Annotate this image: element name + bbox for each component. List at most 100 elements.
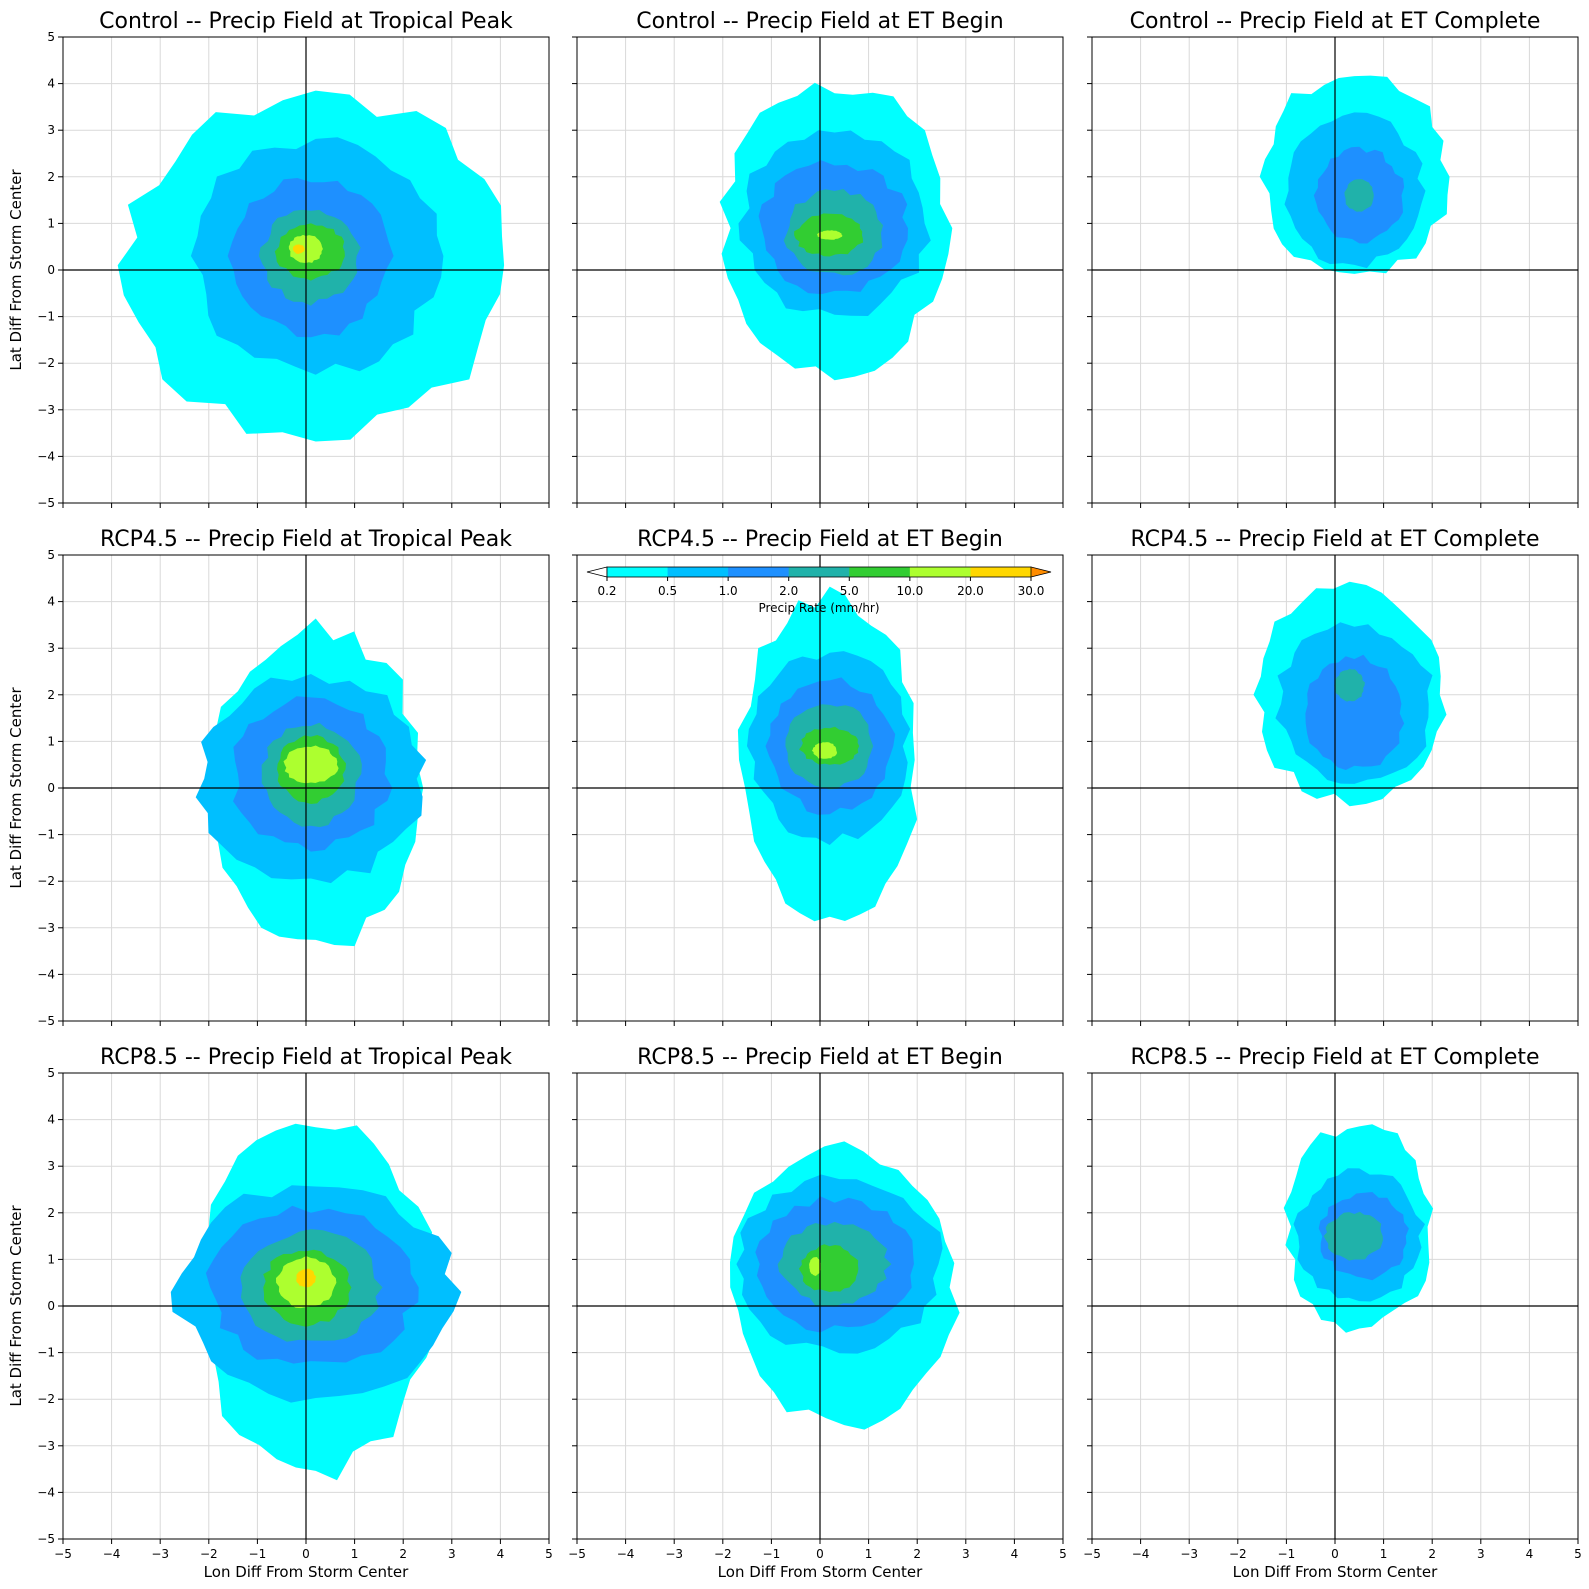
x-tick-label: 5 — [545, 1547, 553, 1561]
panel-5: RCP4.5 -- Precip Field at ET Begin — [572, 527, 1064, 1026]
panel-title: RCP4.5 -- Precip Field at ET Begin — [637, 527, 1003, 552]
y-tick-label: 3 — [47, 641, 55, 655]
colorbar: 0.2 0.5 1.0 2.0 5.0 10.0 20.0 30.0 Precip Rate (… — [586, 566, 1052, 615]
colorbar-tick-label: 1.0 — [719, 584, 738, 598]
colorbar-segment — [970, 567, 1032, 577]
y-tick-label: −5 — [37, 1532, 55, 1546]
contour-level-10.0 — [809, 1257, 821, 1277]
y-axis-label: Lat Diff From Storm Center — [7, 1205, 25, 1407]
y-tick-label: 2 — [47, 170, 55, 184]
panel-title: RCP4.5 -- Precip Field at Tropical Peak — [100, 527, 512, 552]
y-tick-label: 1 — [47, 216, 55, 230]
panel-title: RCP4.5 -- Precip Field at ET Complete — [1130, 527, 1539, 552]
colorbar-segment — [788, 567, 850, 577]
y-tick-label: 1 — [47, 734, 55, 748]
y-tick-label: −5 — [37, 1014, 55, 1028]
y-tick-label: 5 — [47, 30, 55, 44]
y-tick-label: 4 — [47, 77, 55, 91]
x-tick-label: 0 — [816, 1547, 824, 1561]
x-tick-label: 4 — [497, 1547, 505, 1561]
panel-title: Control -- Precip Field at Tropical Peak — [99, 9, 513, 34]
y-tick-label: 0 — [47, 781, 55, 795]
y-tick-label: −1 — [37, 310, 55, 324]
contour-level-5.0 — [798, 1244, 859, 1292]
y-tick-label: 5 — [47, 1066, 55, 1080]
panel-title: RCP8.5 -- Precip Field at Tropical Peak — [100, 1045, 512, 1070]
y-tick-label: −3 — [37, 921, 55, 935]
y-tick-label: 4 — [47, 1113, 55, 1127]
y-tick-label: −4 — [37, 967, 55, 981]
x-tick-label: −4 — [617, 1547, 635, 1561]
colorbar-tick-label: 2.0 — [779, 584, 798, 598]
y-axis-label: Lat Diff From Storm Center — [7, 169, 25, 371]
panel-4: −5 −4 −3 −2 −1 0 1 2 3 4 5 RCP4.5 -- Precip Field a… — [7, 527, 550, 1028]
panel-title: Control -- Precip Field at ET Complete — [1130, 9, 1541, 34]
x-tick-label: −1 — [1278, 1547, 1296, 1561]
y-tick-label: 4 — [47, 595, 55, 609]
x-tick-label: −5 — [54, 1547, 72, 1561]
colorbar-label: Precip Rate (mm/hr) — [758, 601, 879, 615]
colorbar-tick-label: 0.5 — [658, 584, 677, 598]
x-tick-label: 3 — [1477, 1547, 1485, 1561]
colorbar-segment — [849, 567, 911, 577]
panel-title: Control -- Precip Field at ET Begin — [636, 9, 1003, 34]
y-axis-label: Lat Diff From Storm Center — [7, 687, 25, 889]
x-tick-label: −2 — [200, 1547, 218, 1561]
y-tick-label: −2 — [37, 356, 55, 370]
x-tick-label: 5 — [1574, 1547, 1582, 1561]
y-tick-label: −2 — [37, 1392, 55, 1406]
contour-level-10.0 — [816, 230, 843, 240]
panel-9: −5 −4 −3 −2 −1 0 1 2 3 4 5 RCP8.5 -- Precip Field a… — [1083, 1045, 1582, 1581]
x-tick-label: −3 — [665, 1547, 683, 1561]
colorbar-frame — [606, 566, 1032, 578]
x-tick-label: −3 — [151, 1547, 169, 1561]
y-tick-label: 2 — [47, 688, 55, 702]
x-tick-label: 4 — [1011, 1547, 1019, 1561]
panel-3: Control -- Precip Field at ET Complete — [1087, 9, 1579, 508]
x-tick-label: 0 — [1331, 1547, 1339, 1561]
x-tick-label: −2 — [1229, 1547, 1247, 1561]
panel-title: RCP8.5 -- Precip Field at ET Complete — [1130, 1045, 1539, 1070]
y-tick-label: 1 — [47, 1252, 55, 1266]
x-tick-label: 1 — [865, 1547, 873, 1561]
colorbar-tick-label: 10.0 — [896, 584, 923, 598]
x-tick-label: 1 — [1380, 1547, 1388, 1561]
x-tick-label: −4 — [1132, 1547, 1150, 1561]
colorbar-segment — [909, 567, 971, 577]
y-tick-label: −1 — [37, 1346, 55, 1360]
colorbar-segment — [667, 567, 729, 577]
y-tick-label: −3 — [37, 403, 55, 417]
y-tick-label: −4 — [37, 1485, 55, 1499]
y-tick-label: 3 — [47, 123, 55, 137]
x-tick-label: −1 — [249, 1547, 267, 1561]
panel-title: RCP8.5 -- Precip Field at ET Begin — [637, 1045, 1003, 1070]
contour-level-1.0 — [1305, 654, 1405, 770]
contour-level-2.0 — [1344, 179, 1374, 212]
x-tick-label: 2 — [399, 1547, 407, 1561]
contour-level-2.0 — [1334, 668, 1365, 702]
y-tick-label: 5 — [47, 548, 55, 562]
x-tick-label: 3 — [448, 1547, 456, 1561]
y-tick-label: 3 — [47, 1159, 55, 1173]
x-tick-label: −1 — [763, 1547, 781, 1561]
contour-level-10.0 — [283, 745, 339, 784]
contour-level-2.0 — [1323, 1211, 1383, 1261]
x-axis-label: Lon Diff From Storm Center — [1233, 1563, 1438, 1581]
x-tick-label: 4 — [1526, 1547, 1534, 1561]
y-tick-label: −5 — [37, 496, 55, 510]
y-tick-label: 2 — [47, 1206, 55, 1220]
contour-level-20.0 — [292, 244, 305, 254]
x-tick-label: −5 — [568, 1547, 586, 1561]
x-tick-label: 0 — [302, 1547, 310, 1561]
x-tick-label: −5 — [1083, 1547, 1101, 1561]
colorbar-segment — [728, 567, 790, 577]
x-tick-label: 5 — [1059, 1547, 1067, 1561]
colorbar-tick-label: 30.0 — [1018, 584, 1045, 598]
x-tick-label: 2 — [913, 1547, 921, 1561]
x-axis-label: Lon Diff From Storm Center — [204, 1563, 409, 1581]
contour-level-10.0 — [811, 742, 837, 759]
y-tick-label: −2 — [37, 874, 55, 888]
panel-1: −5 −4 −3 −2 −1 0 1 2 3 4 5 Control -- Precip Field … — [7, 9, 550, 510]
x-tick-label: 1 — [351, 1547, 359, 1561]
y-tick-label: −1 — [37, 828, 55, 842]
